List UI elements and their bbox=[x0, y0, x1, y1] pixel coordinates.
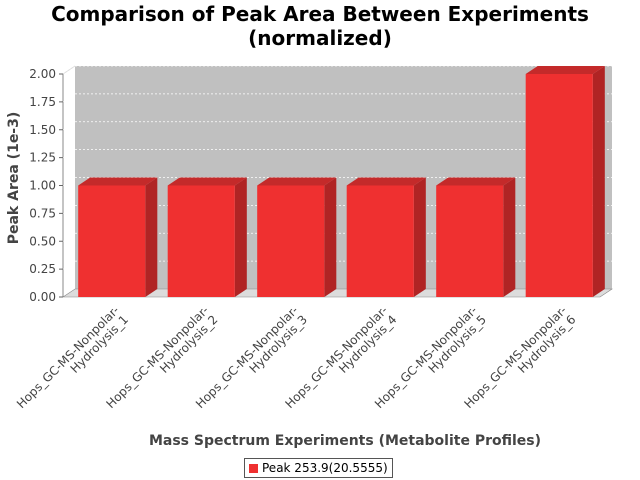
chart-title-line-1: Comparison of Peak Area Between Experime… bbox=[51, 2, 589, 26]
y-tick-label: 0.25 bbox=[29, 262, 56, 276]
legend: Peak 253.9(20.5555) bbox=[244, 458, 393, 478]
bars bbox=[78, 66, 605, 297]
y-tick-label: 0.75 bbox=[29, 206, 56, 220]
bar bbox=[257, 177, 337, 297]
y-tick-label: 1.50 bbox=[29, 123, 56, 137]
chart-title: Comparison of Peak Area Between Experime… bbox=[0, 2, 640, 50]
bar bbox=[78, 177, 158, 297]
y-tick-label: 1.00 bbox=[29, 179, 56, 193]
y-tick-label: 0.50 bbox=[29, 234, 56, 248]
legend-swatch bbox=[249, 463, 258, 473]
bar bbox=[436, 177, 516, 297]
y-tick-label: 1.75 bbox=[29, 95, 56, 109]
bar bbox=[525, 66, 605, 297]
grid-lines bbox=[62, 65, 612, 270]
bar bbox=[346, 177, 426, 297]
chart-title-line-2: (normalized) bbox=[248, 26, 392, 50]
x-axis-tick-labels: Hops_GC-MS-Nonpolar-Hydrolysis_1Hops_GC-… bbox=[14, 303, 579, 411]
y-tick-label: 1.25 bbox=[29, 151, 56, 165]
y-axis-label: Peak Area (1e-3) bbox=[6, 112, 22, 245]
y-tick-label: 0.00 bbox=[29, 290, 56, 304]
x-axis-label: Mass Spectrum Experiments (Metabolite Pr… bbox=[149, 433, 541, 449]
y-axis-ticks: 0.00 0.25 0.50 0.75 1.00 1.25 1.50 1.75 2.00 bbox=[29, 67, 63, 304]
y-tick-label: 2.00 bbox=[29, 67, 56, 81]
bar bbox=[167, 177, 247, 297]
legend-label: Peak 253.9(20.5555) bbox=[262, 461, 388, 475]
